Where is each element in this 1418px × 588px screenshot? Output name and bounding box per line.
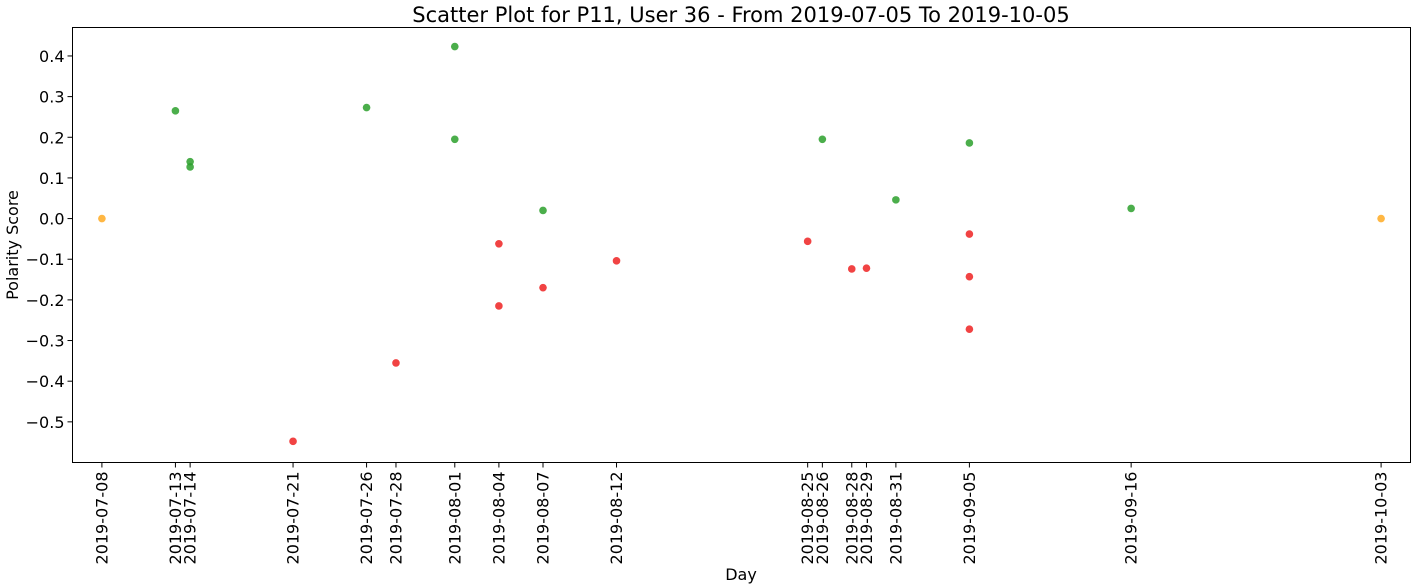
data-point-neutral bbox=[1377, 214, 1385, 223]
x-tick-label: 2019-07-28 bbox=[386, 472, 405, 565]
data-point-negative bbox=[803, 237, 812, 246]
data-point-positive bbox=[1127, 204, 1135, 213]
y-tick-label: −0.4 bbox=[26, 372, 65, 391]
data-point-negative bbox=[612, 257, 621, 265]
data-point-negative bbox=[289, 437, 297, 446]
data-point-negative bbox=[392, 359, 400, 367]
data-point-positive bbox=[965, 139, 974, 147]
x-tick-label: 2019-08-01 bbox=[445, 472, 464, 565]
y-tick-label: 0.3 bbox=[39, 88, 64, 107]
x-tick-label: 2019-09-05 bbox=[960, 472, 979, 565]
x-tick-label: 2019-08-04 bbox=[489, 472, 508, 565]
data-point-negative bbox=[965, 325, 974, 333]
x-tick-label: 2019-08-26 bbox=[813, 472, 832, 565]
x-tick-label: 2019-10-03 bbox=[1372, 472, 1391, 565]
data-point-positive bbox=[818, 135, 827, 144]
plot-area-frame bbox=[72, 27, 1411, 463]
y-tick-label: −0.1 bbox=[26, 250, 65, 269]
x-tick-label: 2019-08-25 bbox=[798, 472, 817, 565]
x-tick-label: 2019-08-12 bbox=[607, 472, 626, 565]
data-point-positive bbox=[362, 103, 371, 112]
data-point-neutral bbox=[98, 214, 106, 223]
x-tick-label: 2019-07-08 bbox=[92, 472, 111, 565]
data-point-negative bbox=[965, 230, 974, 238]
y-tick-label: −0.3 bbox=[26, 332, 65, 351]
data-point-negative bbox=[847, 265, 856, 273]
y-axis-ticks: −0.5 −0.4 −0.3 −0.2 −0.1 0.0 0.1 0.2 0.3 0.4 bbox=[26, 47, 73, 432]
data-point-positive bbox=[186, 163, 194, 171]
data-point-positive bbox=[186, 157, 194, 166]
x-tick-label: 2019-07-13 bbox=[166, 472, 185, 565]
data-point-positive bbox=[539, 206, 547, 215]
x-tick-label: 2019-08-29 bbox=[857, 472, 876, 565]
data-point-positive bbox=[892, 196, 900, 204]
data-points bbox=[98, 42, 1385, 446]
y-tick-label: −0.5 bbox=[26, 413, 65, 432]
x-tick-label: 2019-07-26 bbox=[357, 472, 376, 565]
x-tick-label: 2019-08-31 bbox=[886, 472, 905, 565]
x-tick-label: 2019-08-07 bbox=[534, 472, 553, 565]
data-point-negative bbox=[862, 264, 871, 272]
x-tick-label: 2019-08-28 bbox=[842, 472, 861, 565]
y-tick-label: 0.4 bbox=[39, 47, 64, 66]
data-point-negative bbox=[495, 302, 503, 310]
data-point-positive bbox=[171, 107, 180, 115]
y-tick-label: 0.0 bbox=[39, 210, 64, 229]
x-tick-label: 2019-07-14 bbox=[181, 472, 200, 565]
y-tick-label: −0.2 bbox=[26, 291, 65, 310]
data-point-negative bbox=[539, 283, 547, 292]
data-point-positive bbox=[450, 135, 459, 144]
x-tick-label: 2019-07-21 bbox=[284, 472, 303, 565]
y-tick-label: 0.1 bbox=[39, 169, 64, 188]
y-axis-label: Polarity Score bbox=[3, 190, 22, 300]
data-point-negative bbox=[495, 239, 503, 248]
chart-title: Scatter Plot for P11, User 36 - From 201… bbox=[412, 3, 1069, 27]
x-axis-label: Day bbox=[725, 565, 757, 584]
data-point-positive bbox=[450, 42, 459, 51]
y-tick-label: 0.2 bbox=[39, 128, 64, 147]
x-tick-label: 2019-09-16 bbox=[1122, 472, 1141, 565]
data-point-negative bbox=[965, 272, 974, 281]
